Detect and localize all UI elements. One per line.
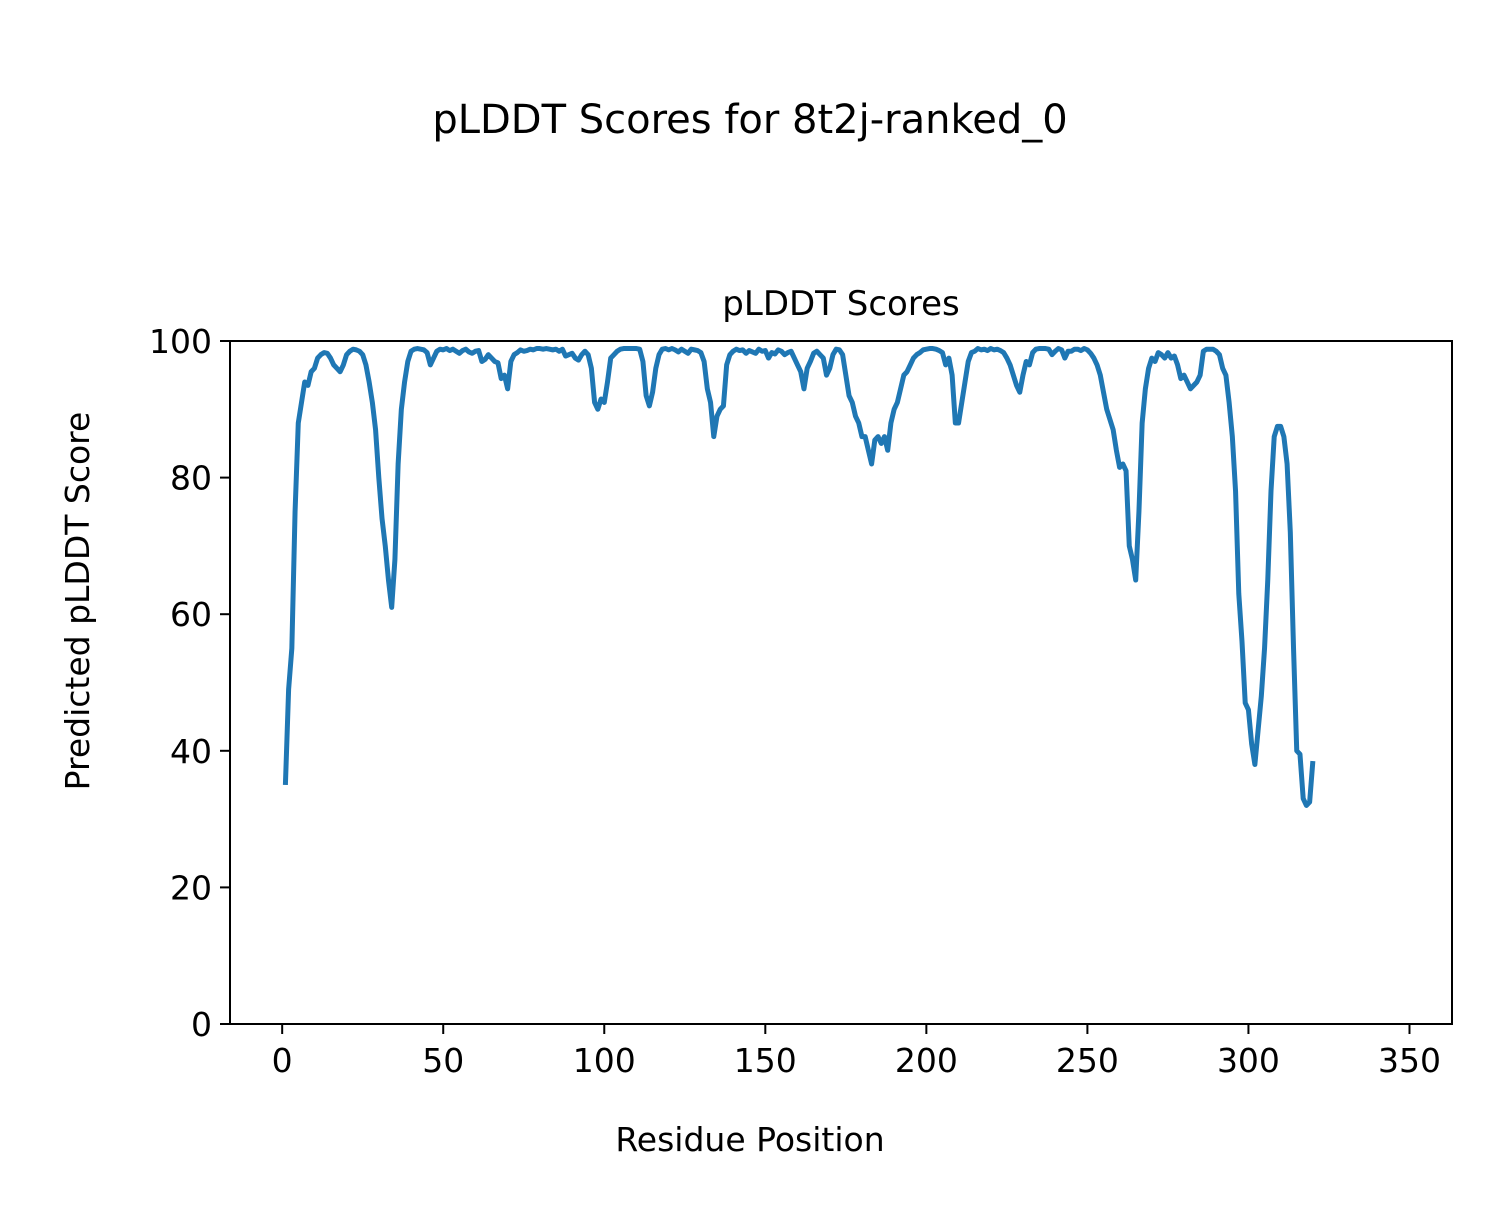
series-line: [282, 346, 1316, 808]
x-tick-label: 350: [1378, 1041, 1441, 1080]
x-tick-label: 300: [1217, 1041, 1280, 1080]
y-tick-label: 100: [149, 322, 212, 361]
x-tick-label: 150: [734, 1041, 797, 1080]
x-tick-label: 50: [422, 1041, 464, 1080]
y-axis-label: Predicted pLDDT Score: [58, 412, 97, 791]
x-tick-label: 250: [1056, 1041, 1119, 1080]
x-axis-label: Residue Position: [615, 1120, 884, 1159]
x-tick-label: 100: [573, 1041, 636, 1080]
y-tick-label: 20: [170, 868, 212, 907]
axes-title: pLDDT Scores: [722, 284, 959, 324]
series-layer: [282, 346, 1316, 808]
x-tick-label: 0: [272, 1041, 293, 1080]
y-tick-label: 60: [170, 595, 212, 634]
y-tick-label: 80: [170, 459, 212, 498]
figure-title: pLDDT Scores for 8t2j-ranked_0: [432, 97, 1067, 143]
ticks-layer: 0 50 100 150 200 250 300 350 0 20 40 60 80 100: [149, 322, 1441, 1080]
y-tick-label: 40: [170, 732, 212, 771]
y-tick-label: 0: [191, 1005, 212, 1044]
x-tick-label: 200: [895, 1041, 958, 1080]
plot-frame: [229, 340, 1453, 1025]
